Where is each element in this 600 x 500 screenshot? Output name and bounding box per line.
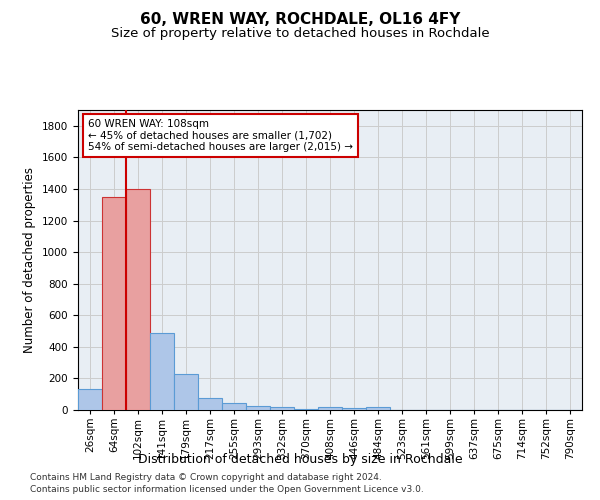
Bar xyxy=(294,409,318,410)
Text: Contains HM Land Registry data © Crown copyright and database right 2024.: Contains HM Land Registry data © Crown c… xyxy=(30,472,382,482)
Bar xyxy=(174,374,198,410)
Bar xyxy=(270,407,294,410)
Text: 60 WREN WAY: 108sqm
← 45% of detached houses are smaller (1,702)
54% of semi-det: 60 WREN WAY: 108sqm ← 45% of detached ho… xyxy=(88,119,353,152)
Bar xyxy=(366,407,390,410)
Bar xyxy=(198,398,222,410)
Bar xyxy=(342,408,366,410)
Bar xyxy=(102,197,126,410)
Text: Contains public sector information licensed under the Open Government Licence v3: Contains public sector information licen… xyxy=(30,485,424,494)
Text: 60, WREN WAY, ROCHDALE, OL16 4FY: 60, WREN WAY, ROCHDALE, OL16 4FY xyxy=(140,12,460,28)
Bar xyxy=(78,390,102,410)
Bar xyxy=(126,189,150,410)
Bar xyxy=(150,332,174,410)
Bar xyxy=(318,407,342,410)
Text: Size of property relative to detached houses in Rochdale: Size of property relative to detached ho… xyxy=(110,28,490,40)
Y-axis label: Number of detached properties: Number of detached properties xyxy=(23,167,37,353)
Text: Distribution of detached houses by size in Rochdale: Distribution of detached houses by size … xyxy=(137,452,463,466)
Bar xyxy=(222,403,246,410)
Bar xyxy=(246,406,270,410)
